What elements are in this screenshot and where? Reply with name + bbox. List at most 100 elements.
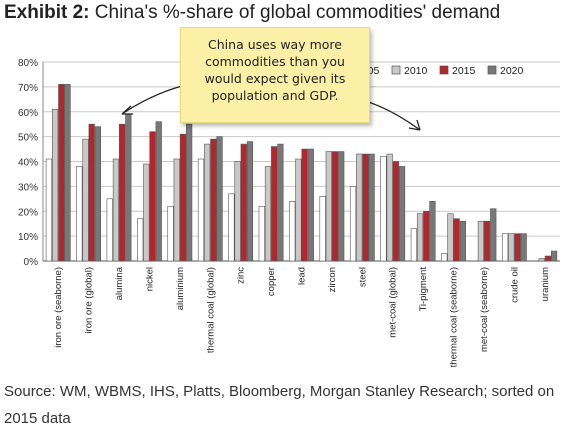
legend-swatch-2020: [487, 65, 497, 75]
bar-2020: [94, 126, 102, 262]
bar-2020: [429, 201, 436, 262]
y-tick-label: 80%: [18, 58, 38, 69]
bar-2010: [173, 158, 180, 262]
category-label: steel: [357, 267, 368, 287]
bar-2010: [82, 138, 89, 262]
category-label: met-coal (global): [388, 267, 399, 338]
y-tick-label: 50%: [18, 133, 38, 144]
bar-2005: [410, 228, 417, 262]
bar-2005: [137, 218, 144, 262]
bar-2010: [204, 143, 211, 262]
bar-2005: [380, 156, 387, 262]
exhibit-label: Exhibit 2:: [4, 2, 90, 23]
category-label: Ti-pigment: [418, 267, 429, 312]
bar-2015: [544, 255, 551, 262]
bar-2010: [477, 220, 484, 262]
title-text: China's %-share of global commodities' d…: [94, 2, 501, 23]
category-label: met-coal (seaborne): [479, 267, 490, 352]
category-label: thermal coal (global): [205, 267, 216, 353]
bar-2020: [186, 123, 193, 262]
bar-2005: [167, 205, 174, 262]
category-label: copper: [266, 267, 277, 296]
bar-2015: [119, 123, 126, 262]
bar-2015: [331, 151, 339, 262]
bar-2005: [289, 201, 296, 262]
bar-2010: [295, 158, 302, 262]
category-label: thermal coal (seaborne): [449, 267, 460, 367]
bar-2010: [538, 258, 545, 262]
bar-2015: [58, 84, 65, 262]
legend-label: 2010: [404, 65, 428, 77]
category-label: lead: [297, 267, 308, 285]
bar-2010: [143, 163, 150, 262]
y-tick-label: 0%: [24, 257, 39, 268]
bar-2005: [228, 193, 235, 262]
bar-2010: [447, 213, 454, 262]
bar-2020: [398, 166, 406, 262]
bar-2015: [149, 131, 156, 262]
y-tick-label: 20%: [18, 207, 38, 218]
bar-2010: [416, 213, 424, 262]
bar-2020: [125, 113, 132, 262]
bar-2015: [423, 210, 430, 262]
bar-2015: [210, 138, 217, 262]
bar-2020: [368, 153, 375, 262]
legend-swatch-2010: [391, 65, 401, 75]
y-tick-label: 70%: [18, 83, 38, 94]
y-tick-label: 40%: [18, 158, 38, 169]
category-label: alumina: [114, 266, 125, 300]
y-tick-label: 60%: [18, 108, 38, 119]
bar-2015: [362, 153, 369, 262]
legend-label: 2015: [452, 65, 476, 77]
category-label: zircon: [327, 267, 338, 292]
bar-2015: [453, 218, 460, 262]
bar-2015: [88, 123, 95, 262]
category-label: nickel: [144, 267, 155, 291]
arrow-right-head: [408, 119, 421, 131]
bar-2015: [179, 133, 187, 262]
y-tick-label: 30%: [18, 182, 38, 193]
bar-2010: [52, 108, 59, 262]
bar-2010: [386, 153, 393, 262]
bar-2010: [356, 153, 363, 262]
bar-2020: [64, 84, 71, 262]
bar-2015: [514, 233, 521, 262]
y-tick-label: 10%: [18, 232, 38, 243]
category-label: iron ore (seaborne): [53, 267, 64, 348]
bar-2010: [234, 161, 241, 262]
bar-2020: [550, 250, 558, 262]
bar-2005: [76, 166, 83, 262]
bar-2020: [338, 151, 345, 262]
category-label: aluminium: [175, 267, 186, 310]
category-label: uranium: [540, 267, 551, 301]
bar-2010: [508, 233, 515, 262]
sticky-note: China uses way more commodities than you…: [180, 27, 370, 123]
chart-title: Exhibit 2: China's %-share of global com…: [4, 1, 524, 24]
bar-2005: [319, 196, 326, 262]
legend-label: 2020: [500, 65, 524, 77]
bar-2015: [271, 146, 278, 262]
category-label: iron ore (global): [84, 267, 95, 334]
bar-2020: [520, 233, 527, 262]
bar-2020: [307, 148, 314, 262]
bar-2015: [483, 220, 491, 262]
bar-2015: [301, 148, 308, 262]
bar-2020: [216, 136, 223, 262]
bar-2020: [490, 208, 497, 262]
bar-2005: [106, 198, 113, 262]
bar-2010: [264, 166, 272, 262]
bar-2005: [441, 253, 448, 262]
bar-2020: [155, 121, 162, 262]
bar-2005: [197, 158, 205, 262]
bar-2005: [349, 186, 357, 262]
bar-2010: [112, 158, 120, 262]
bar-2005: [258, 205, 265, 262]
bar-2020: [459, 220, 466, 262]
legend-swatch-2015: [439, 65, 449, 75]
bar-2015: [240, 143, 247, 262]
arrow-right: [361, 99, 421, 131]
bar-2020: [277, 143, 284, 262]
bar-2010: [325, 151, 332, 262]
bar-2005: [501, 233, 509, 262]
category-label: zinc: [236, 267, 247, 284]
